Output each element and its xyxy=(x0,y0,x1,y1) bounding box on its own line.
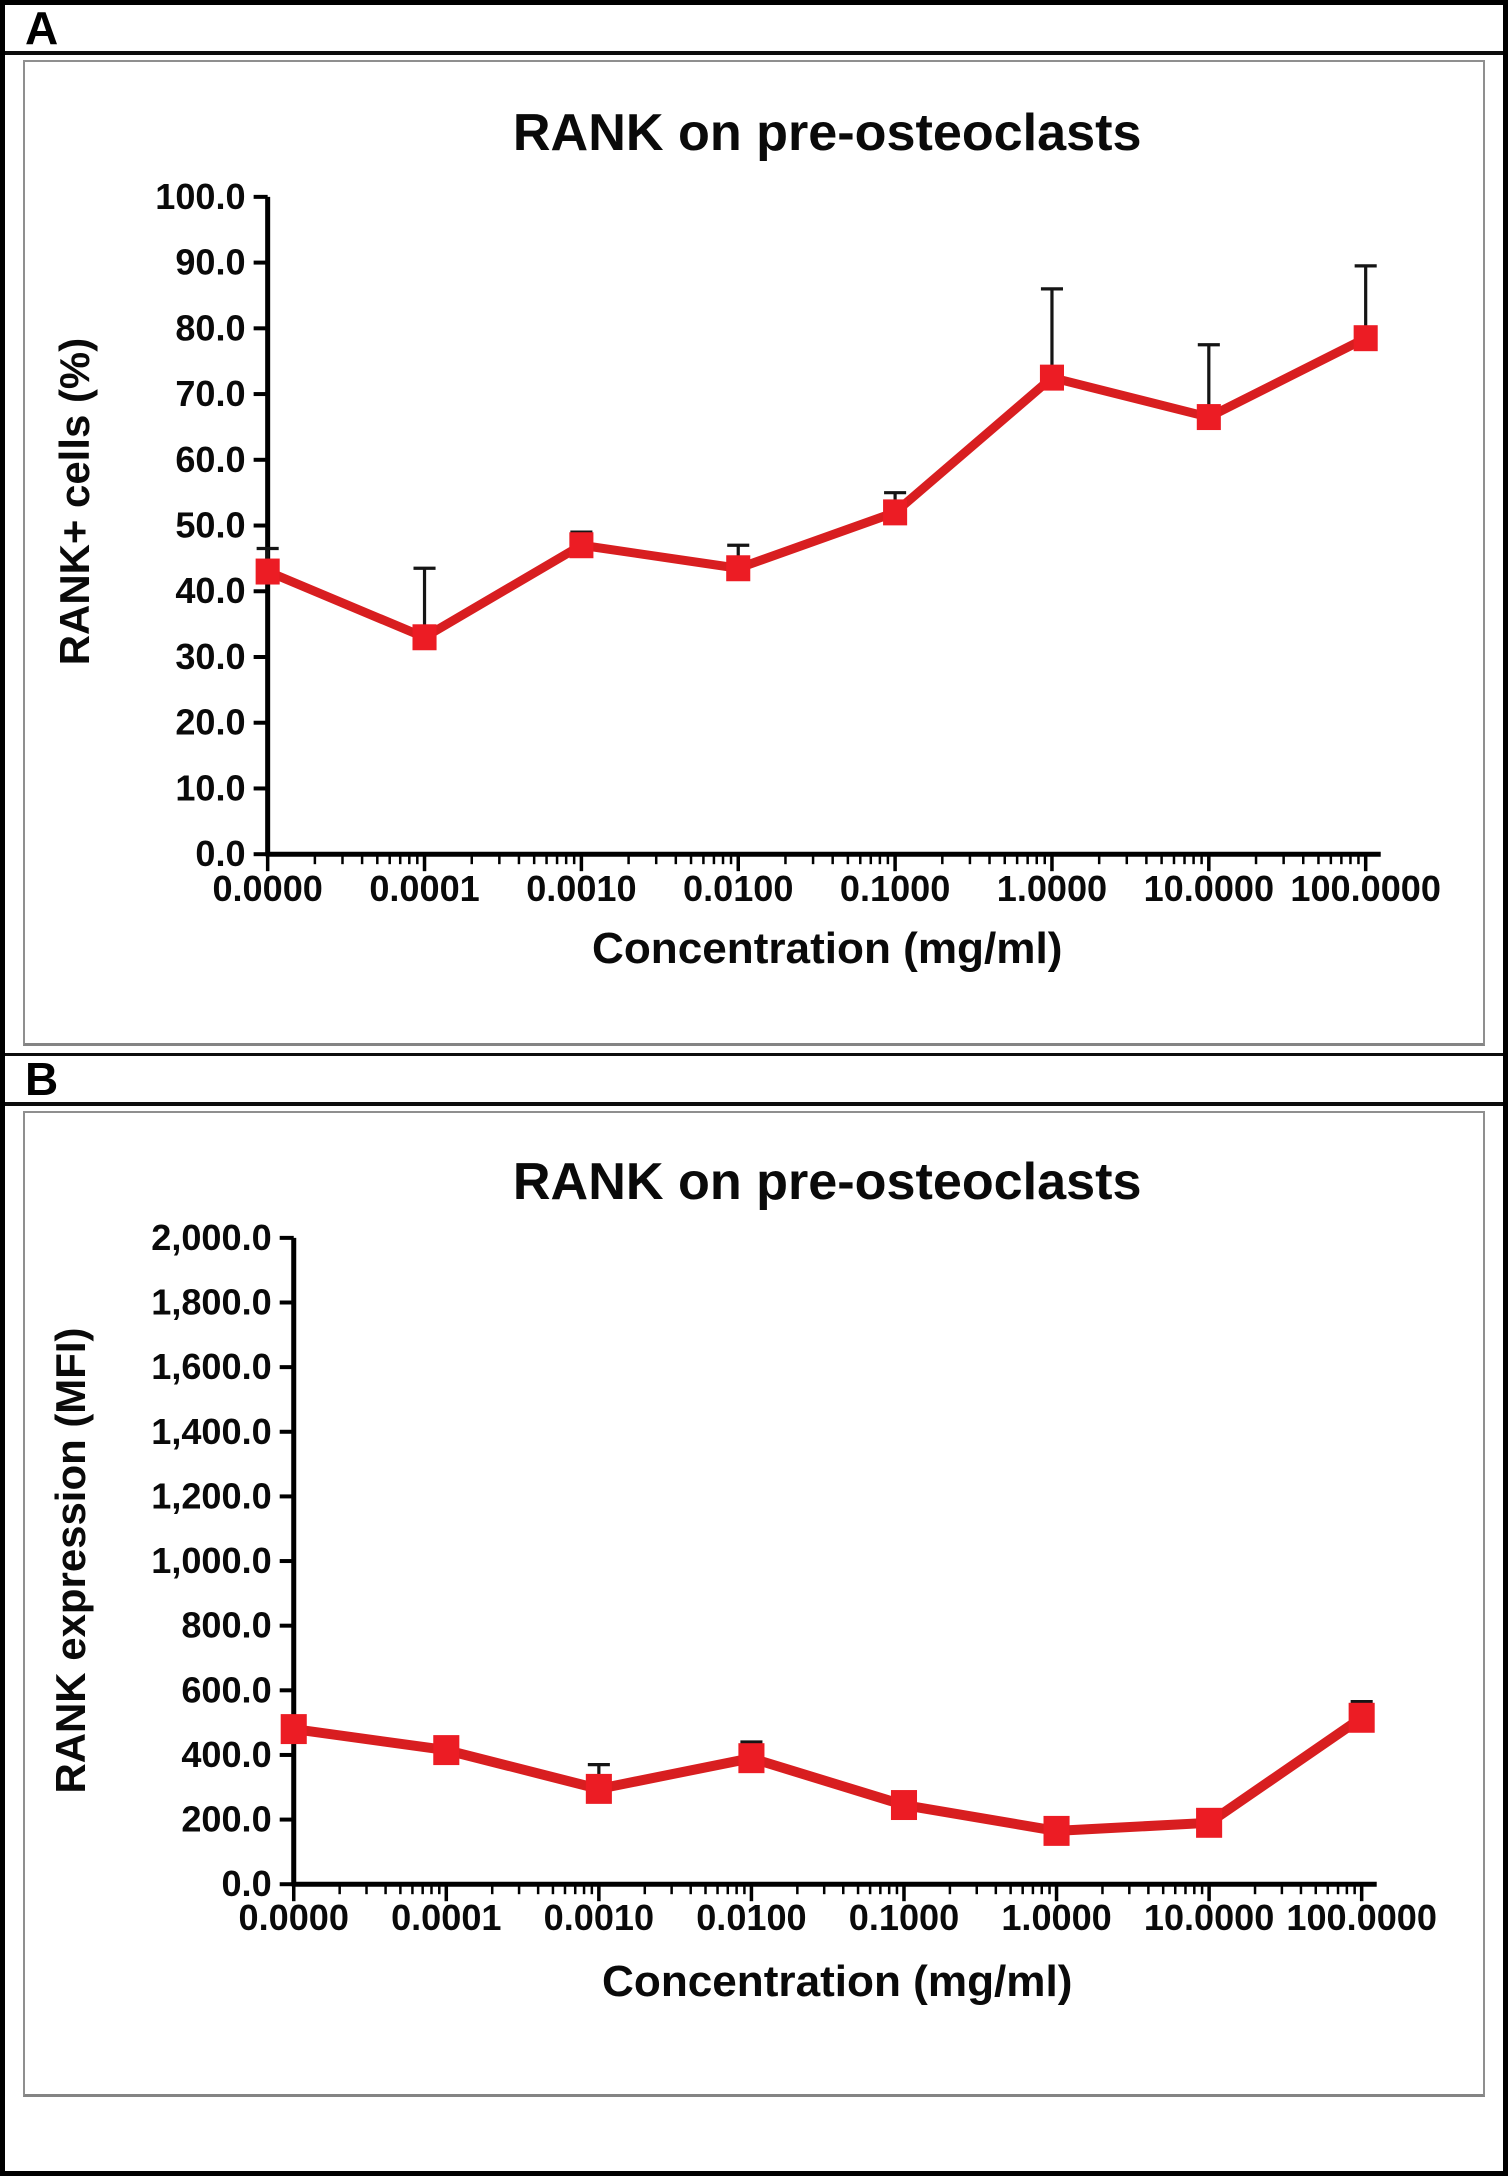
x-axis-tick-label: 0.0000 xyxy=(239,1897,349,1938)
panel-a-chart-area: RANK on pre-osteoclasts 0.0 10.0 20.0 30.0 40… xyxy=(5,55,1503,1053)
data-point-marker xyxy=(1196,1807,1223,1838)
y-axis-tick-label: 200.0 xyxy=(181,1799,271,1840)
x-axis-tick-label: 0.0010 xyxy=(544,1897,654,1938)
x-axis-tick-label: 0.0100 xyxy=(683,868,793,909)
data-point-marker xyxy=(569,532,594,559)
data-point-marker xyxy=(883,499,908,526)
y-axis-tick-label: 800.0 xyxy=(181,1605,271,1646)
panel-b-label: B xyxy=(25,1053,59,1105)
data-point-marker xyxy=(255,558,280,585)
data-point-marker xyxy=(1348,1702,1375,1733)
y-axis-tick-label: 90.0 xyxy=(175,242,245,283)
panel-b-chart-svg: RANK on pre-osteoclasts 0.0 200.0 400.0 600.… xyxy=(47,1153,1437,2006)
x-axis-tick-label: 100.0000 xyxy=(1290,868,1441,909)
x-axis-tick-label: 0.0010 xyxy=(526,868,636,909)
series-line xyxy=(263,333,1371,642)
y-axis-tick-label: 40.0 xyxy=(175,570,245,611)
data-point-marker xyxy=(1043,1815,1070,1846)
data-point-marker xyxy=(1353,325,1378,352)
x-axis-tick-label: 10.0000 xyxy=(1144,868,1274,909)
panel-b-chart-box: RANK on pre-osteoclasts 0.0 200.0 400.0 600.… xyxy=(23,1111,1485,2097)
y-axis-tick-label: 50.0 xyxy=(175,505,245,546)
x-axis-tick-label: 10.0000 xyxy=(1144,1897,1274,1938)
x-axis-tick-label: 100.0000 xyxy=(1286,1897,1437,1938)
y-axis-tick-label: 400.0 xyxy=(181,1734,271,1775)
panel-b-header: B xyxy=(5,1053,1503,1106)
panel-a-header: A xyxy=(5,5,1503,55)
panel-a-chart-box: RANK on pre-osteoclasts 0.0 10.0 20.0 30.0 40… xyxy=(23,60,1485,1046)
y-axis-title: RANK expression (MFI) xyxy=(47,1328,94,1794)
data-point-marker xyxy=(585,1773,612,1804)
y-axis-tick-label: 70.0 xyxy=(175,373,245,414)
x-axis-tick-label: 0.0001 xyxy=(369,868,479,909)
y-axis-tick-label: 1,800.0 xyxy=(151,1282,271,1323)
data-point-marker xyxy=(1196,404,1221,431)
series-line xyxy=(288,1712,1367,1836)
y-axis-tick-label: 10.0 xyxy=(175,768,245,809)
y-axis-tick-label: 30.0 xyxy=(175,636,245,677)
y-axis-tick-label: 600.0 xyxy=(181,1669,271,1710)
panel-b-chart-area: RANK on pre-osteoclasts 0.0 200.0 400.0 600.… xyxy=(5,1106,1503,2104)
y-axis-tick-label: 20.0 xyxy=(175,702,245,743)
x-axis-title: Concentration (mg/ml) xyxy=(592,924,1062,973)
x-axis-tick-label: 1.0000 xyxy=(997,868,1107,909)
y-axis-tick-label: 0.0 xyxy=(222,1863,272,1904)
data-point-marker xyxy=(890,1790,918,1821)
y-axis-tick-label: 100.0 xyxy=(155,176,245,217)
y-axis-tick-label: 1,400.0 xyxy=(151,1411,271,1452)
y-axis-tick-label: 1,200.0 xyxy=(151,1475,271,1516)
x-axis-tick-label: 1.0000 xyxy=(1001,1897,1111,1938)
data-point-marker xyxy=(280,1714,307,1745)
x-axis-tick-label: 0.1000 xyxy=(849,1897,959,1938)
data-point-marker xyxy=(1039,364,1064,391)
x-axis-tick-label: 0.0001 xyxy=(391,1897,501,1938)
y-axis-tick-label: 80.0 xyxy=(175,307,245,348)
panel-a-label: A xyxy=(25,2,59,54)
data-point-marker xyxy=(433,1735,460,1766)
x-axis-tick-label: 0.0100 xyxy=(696,1897,806,1938)
panel-a-chart-svg: RANK on pre-osteoclasts 0.0 10.0 20.0 30.0 40… xyxy=(51,104,1441,973)
data-point-marker xyxy=(726,555,751,582)
y-axis-tick-label: 0.0 xyxy=(195,833,245,874)
x-axis-title: Concentration (mg/ml) xyxy=(602,1957,1072,2006)
data-point-marker xyxy=(738,1743,765,1774)
y-axis-tick-label: 2,000.0 xyxy=(151,1217,271,1258)
chart-title: RANK on pre-osteoclasts xyxy=(513,1153,1142,1211)
y-axis-tick-label: 60.0 xyxy=(175,439,245,480)
y-axis-tick-label: 1,600.0 xyxy=(151,1346,271,1387)
x-axis-tick-label: 0.1000 xyxy=(840,868,950,909)
y-axis-title: RANK+ cells (%) xyxy=(51,338,98,665)
x-axis-tick-label: 0.0000 xyxy=(212,868,322,909)
data-point-marker xyxy=(412,624,437,651)
chart-title: RANK on pre-osteoclasts xyxy=(513,104,1142,162)
y-axis-tick-label: 1,000.0 xyxy=(151,1540,271,1581)
